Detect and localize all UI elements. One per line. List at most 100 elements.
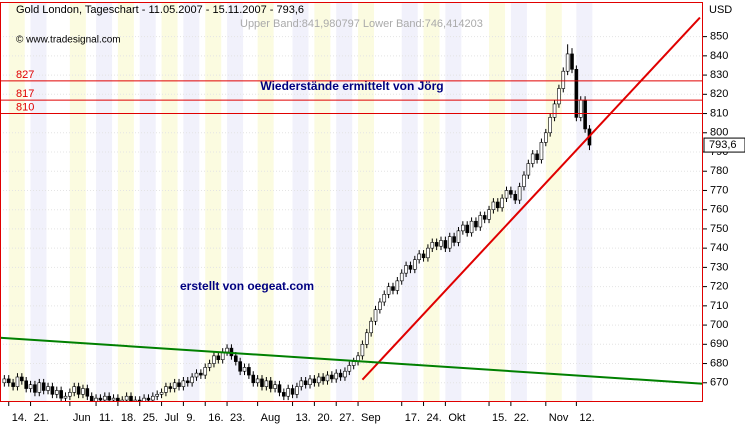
candle-body	[421, 253, 426, 259]
background-stripe	[358, 2, 375, 402]
candle-body	[98, 397, 103, 401]
candle-body	[107, 395, 111, 401]
y-tick-label: 830	[710, 69, 728, 81]
candle-body	[312, 378, 317, 384]
x-tick-label: 21.	[34, 412, 49, 424]
background-stripe	[545, 2, 562, 402]
candle-body	[452, 236, 456, 243]
candle-body	[578, 99, 583, 118]
candle-body	[155, 394, 159, 397]
x-tick-label: 17.	[405, 412, 420, 424]
candle-body	[325, 374, 330, 382]
x-tick-label: Jul	[165, 412, 179, 424]
candle-body	[247, 367, 251, 376]
candle-body	[447, 236, 452, 249]
candle-body	[11, 382, 15, 387]
background-stripe	[314, 2, 331, 402]
candle-body	[290, 388, 295, 395]
y-tick-label: 820	[710, 88, 728, 100]
y-tick-label: 690	[710, 338, 728, 350]
candle-body	[491, 201, 496, 210]
candle-body	[513, 194, 518, 201]
candle-body	[199, 372, 203, 376]
y-tick-label: 680	[710, 357, 728, 369]
candle-body	[316, 376, 321, 384]
candle-body	[68, 392, 72, 397]
y-tick-label: 700	[710, 319, 728, 331]
candle-body	[273, 384, 277, 389]
background-stripe	[292, 2, 309, 402]
candle-body	[225, 347, 229, 353]
candle-body	[360, 344, 365, 357]
candle-body	[561, 70, 566, 89]
level-label: 817	[16, 88, 34, 100]
candle-body	[286, 388, 290, 397]
y-tick-label: 780	[710, 165, 728, 177]
candle-body	[194, 372, 199, 378]
y-tick-label: 740	[710, 242, 728, 254]
plot-frame	[0, 2, 703, 402]
candle-body	[303, 380, 308, 385]
candle-body	[526, 163, 531, 176]
candle-body	[443, 240, 448, 249]
candle-body	[177, 382, 181, 387]
candle-body	[308, 378, 312, 385]
background-stripe	[510, 2, 527, 402]
candle-body	[81, 388, 85, 395]
candle-body	[430, 242, 435, 249]
x-tick-label: Jun	[73, 412, 91, 424]
candle-body	[434, 242, 439, 247]
chart-subtitle: © www.tradesignal.com	[16, 35, 121, 46]
background-stripe	[139, 2, 156, 402]
candle-body	[469, 220, 474, 234]
candle-body	[539, 142, 544, 160]
candle-body	[54, 390, 59, 395]
candle-body	[548, 117, 552, 134]
candle-body	[417, 253, 421, 260]
candle-body	[404, 265, 408, 274]
candle-body	[255, 378, 260, 384]
candle-body	[439, 240, 443, 247]
candle-body	[168, 386, 173, 389]
candle-body	[369, 320, 373, 334]
candle-body	[557, 88, 561, 105]
candle-body	[426, 247, 430, 259]
y-tick-label: 840	[710, 50, 728, 62]
y-tick-label: 760	[710, 204, 728, 216]
candle-body	[478, 215, 483, 228]
candle-body	[76, 386, 81, 395]
y-tick-label: 770	[710, 184, 728, 196]
x-tick-label: 9.	[186, 412, 195, 424]
candle-body	[6, 378, 11, 384]
candle-body	[164, 386, 168, 393]
candle-body	[517, 186, 522, 201]
background-stripe	[445, 2, 462, 402]
candle-body	[277, 384, 282, 393]
candle-body	[159, 392, 164, 395]
annotation: Wiederstände ermittelt von Jörg	[260, 79, 443, 93]
candle-body	[24, 380, 28, 389]
background-stripe	[117, 2, 134, 402]
y-tick-label: 800	[710, 127, 728, 139]
candle-body	[570, 53, 574, 70]
y-tick-label: 710	[710, 300, 728, 312]
candle-body	[172, 382, 177, 389]
candle-body	[72, 386, 77, 393]
candle-body	[50, 386, 55, 395]
candle-body	[268, 380, 273, 389]
candle-body	[282, 392, 286, 397]
candle-body	[203, 367, 208, 376]
candle-body	[295, 386, 299, 395]
x-tick-label: 23.	[230, 412, 245, 424]
x-tick-label: 20.	[317, 412, 332, 424]
candle-body	[351, 361, 356, 366]
candle-body	[338, 372, 343, 378]
y-tick-label: 670	[710, 377, 728, 389]
candle-body	[37, 382, 42, 393]
candle-body	[233, 355, 238, 362]
candle-body	[495, 201, 500, 209]
background-stripe	[30, 2, 47, 402]
candle-body	[522, 174, 526, 187]
chart-title: Gold London, Tageschart - 11.05.2007 - 1…	[16, 4, 304, 16]
candle-body	[212, 355, 216, 364]
